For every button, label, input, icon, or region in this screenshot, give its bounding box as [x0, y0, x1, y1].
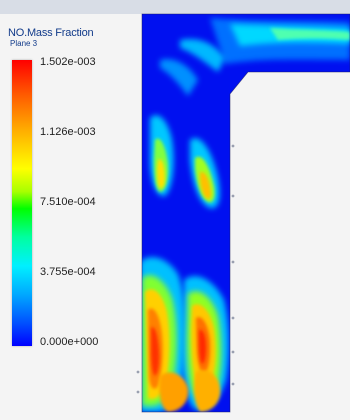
legend-tick-max: 1.502e-003 — [40, 56, 96, 68]
legend-subtitle: Plane 3 — [10, 39, 38, 48]
concentration-regions — [142, 18, 350, 412]
legend-tick-min: 0.000e+000 — [40, 336, 99, 348]
legend-tick-2: 1.126e-003 — [40, 126, 96, 138]
frame-top — [0, 0, 350, 14]
legend-tick-3: 7.510e-004 — [40, 196, 96, 208]
legend-title: NO.Mass Fraction — [8, 27, 94, 39]
wall-markers — [136, 144, 235, 394]
colorbar — [12, 60, 32, 346]
domain-outline — [141, 13, 350, 413]
legend-tick-4: 3.755e-004 — [40, 266, 96, 278]
